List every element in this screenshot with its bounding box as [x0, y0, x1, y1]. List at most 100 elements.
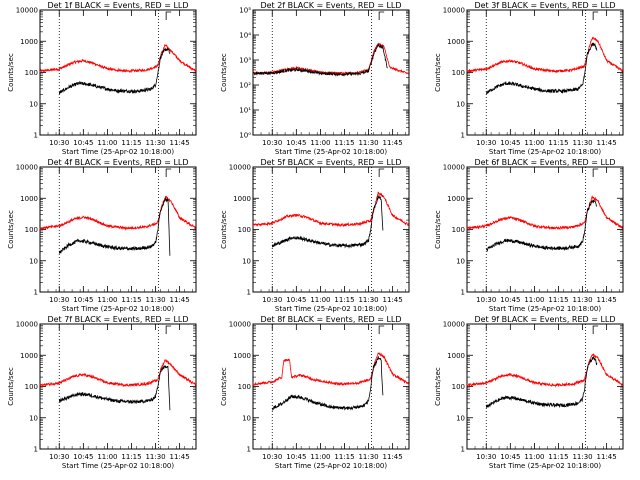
x-tick-label: 10:30 [262, 296, 282, 304]
flag-marker [378, 168, 385, 177]
x-tick-label: 11:30 [145, 453, 165, 461]
x-tick-label: 11:00 [97, 139, 117, 147]
panel-title: Det 1f BLACK = Events, RED = LLD [47, 1, 188, 10]
y-axis-label: Counts/sec [220, 210, 228, 249]
x-tick-label: 10:45 [500, 139, 520, 147]
x-axis-label: Start Time (25-Apr-02 10:18:00) [489, 148, 601, 156]
y-tick-label: 100 [25, 383, 38, 391]
x-tick-label: 10:45 [286, 453, 306, 461]
panel-7: Det 7f BLACK = Events, RED = LLD 1 10 100 10… [7, 315, 197, 470]
y-tick-label: 10 [456, 100, 465, 108]
flag-marker [378, 11, 385, 20]
x-tick-label: 11:45 [597, 453, 617, 461]
x-tick-label: 10:30 [49, 453, 69, 461]
y-tick-label: 1 [461, 132, 465, 140]
x-tick-label: 11:45 [170, 296, 190, 304]
panel-1: Det 1f BLACK = Events, RED = LLD 1 10 100 10… [7, 1, 197, 156]
x-tick-label: 10:45 [73, 139, 93, 147]
x-tick-label: 10:45 [500, 453, 520, 461]
y-tick-label: 10³ [239, 57, 251, 65]
y-tick-label: 10 [242, 414, 251, 422]
x-tick-label: 11:45 [597, 296, 617, 304]
x-tick-label: 10:30 [49, 139, 69, 147]
panel-9: Det 9f BLACK = Events, RED = LLD 1 10 100 10… [434, 315, 624, 470]
lld-rate-line [39, 43, 197, 73]
events-rate-line [485, 355, 598, 409]
y-tick-label: 10000 [443, 7, 465, 15]
panel-8: Det 8f BLACK = Events, RED = LLD 1 10 100 10… [220, 315, 410, 470]
x-tick-label: 11:30 [572, 139, 592, 147]
y-tick-label: 1 [461, 446, 465, 454]
plot-frame [39, 166, 197, 293]
y-tick-label: 1 [247, 289, 251, 297]
y-tick-label: 1000 [20, 195, 38, 203]
y-tick-label: 1000 [20, 38, 38, 46]
x-tick-label: 11:00 [524, 296, 544, 304]
x-axis-label: Start Time (25-Apr-02 10:18:00) [489, 305, 601, 313]
x-tick-label: 11:45 [597, 139, 617, 147]
x-tick-label: 11:00 [97, 453, 117, 461]
plot-frame [39, 323, 197, 450]
x-tick-label: 11:30 [358, 139, 378, 147]
x-tick-label: 11:45 [383, 453, 403, 461]
events-rate-line [58, 47, 171, 95]
y-tick-label: 10000 [229, 164, 251, 172]
plot-frame [466, 166, 624, 293]
x-tick-label: 10:45 [286, 139, 306, 147]
x-tick-label: 10:30 [476, 453, 496, 461]
y-tick-label: 10000 [443, 321, 465, 329]
y-tick-label: 100 [452, 226, 465, 234]
y-tick-label: 1000 [233, 352, 251, 360]
panel-3: Det 3f BLACK = Events, RED = LLD 1 10 100 10… [434, 1, 624, 156]
y-tick-label: 1 [34, 132, 38, 140]
events-rate-line [58, 197, 171, 256]
y-tick-label: 1000 [233, 195, 251, 203]
y-tick-label: 10000 [443, 164, 465, 172]
panel-4: Det 4f BLACK = Events, RED = LLD 1 10 100 10… [7, 158, 197, 313]
x-tick-label: 11:30 [358, 296, 378, 304]
panel-title: Det 8f BLACK = Events, RED = LLD [260, 315, 401, 324]
y-tick-label: 10 [456, 257, 465, 265]
x-tick-label: 11:15 [121, 139, 141, 147]
panel-title: Det 6f BLACK = Events, RED = LLD [474, 158, 615, 167]
y-axis-label: Counts/sec [434, 210, 442, 249]
flag-marker [592, 11, 599, 20]
y-tick-label: 10000 [16, 7, 38, 15]
flag-marker [165, 11, 172, 20]
y-tick-label: 10⁵ [239, 7, 251, 15]
x-tick-label: 10:30 [49, 296, 69, 304]
plot-frame [252, 166, 410, 293]
lld-rate-line [252, 352, 410, 386]
x-tick-label: 10:30 [476, 139, 496, 147]
x-tick-label: 11:30 [358, 453, 378, 461]
y-tick-label: 10¹ [239, 107, 251, 115]
x-tick-label: 11:45 [170, 453, 190, 461]
y-tick-label: 10² [239, 82, 251, 90]
y-tick-label: 100 [452, 383, 465, 391]
flag-marker [592, 168, 599, 177]
lld-rate-line [466, 353, 624, 388]
x-tick-label: 11:00 [524, 453, 544, 461]
y-tick-label: 1000 [447, 352, 465, 360]
panel-title: Det 4f BLACK = Events, RED = LLD [47, 158, 188, 167]
plot-frame [466, 323, 624, 450]
x-tick-label: 11:30 [145, 139, 165, 147]
flag-marker [165, 168, 172, 177]
y-tick-label: 10 [29, 100, 38, 108]
flag-marker [165, 325, 172, 334]
panel-title: Det 9f BLACK = Events, RED = LLD [474, 315, 615, 324]
events-rate-line [271, 195, 384, 249]
y-tick-label: 10 [242, 257, 251, 265]
x-tick-label: 11:15 [121, 453, 141, 461]
x-tick-label: 11:00 [310, 453, 330, 461]
y-tick-label: 100 [238, 383, 251, 391]
x-tick-label: 10:45 [286, 296, 306, 304]
x-tick-label: 11:15 [121, 296, 141, 304]
x-tick-label: 11:00 [310, 296, 330, 304]
y-tick-label: 1000 [447, 195, 465, 203]
plot-frame [252, 323, 410, 450]
y-axis-label: Counts/sec [7, 367, 15, 406]
y-tick-label: 10000 [229, 321, 251, 329]
x-tick-label: 11:15 [334, 296, 354, 304]
